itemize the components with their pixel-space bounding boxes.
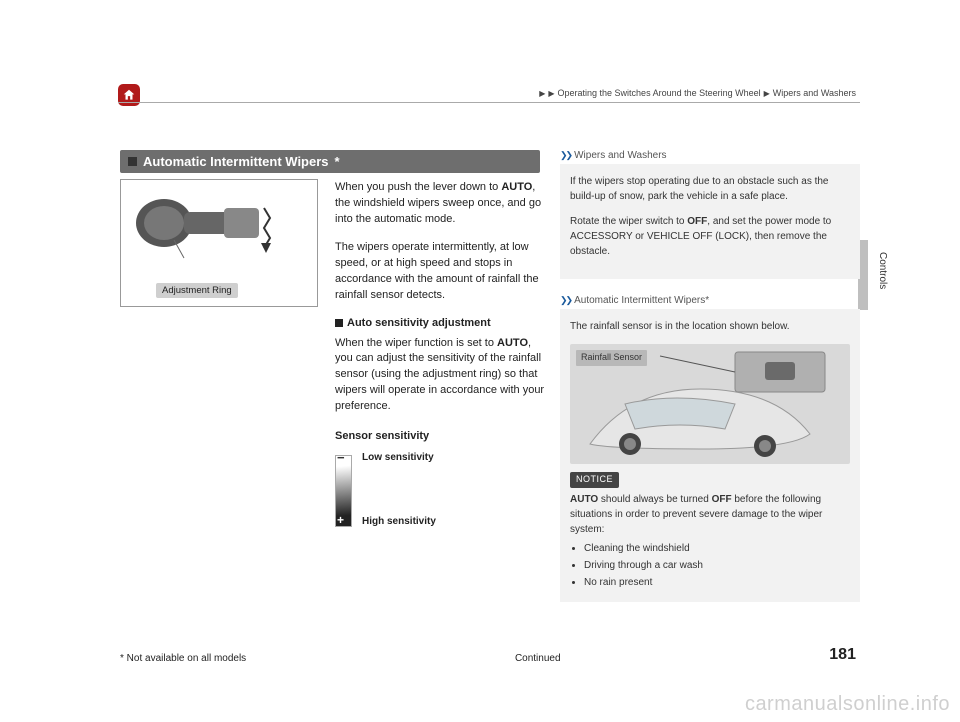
wiper-lever-figure: Adjustment Ring	[120, 179, 318, 307]
square-bullet-icon	[128, 157, 137, 166]
sidenote-heading-1: ❯❯ Wipers and Washers	[560, 150, 860, 161]
page-number: 181	[829, 646, 856, 664]
list-item: No rain present	[584, 575, 850, 590]
chevron-right-icon: ▶	[539, 89, 545, 98]
continued-label: Continued	[515, 653, 561, 664]
plus-icon: +	[337, 512, 344, 529]
sidenote-1-p2: Rotate the wiper switch to OFF, and set …	[570, 214, 850, 259]
notice-badge: NOTICE	[570, 472, 619, 488]
chevron-right-icon: ▶	[548, 89, 554, 98]
sidenote-2-p1: The rainfall sensor is in the location s…	[570, 319, 850, 334]
rainfall-sensor-figure: Rainfall Sensor	[570, 344, 850, 464]
sidenote-box-2: The rainfall sensor is in the location s…	[560, 309, 860, 602]
list-item: Driving through a car wash	[584, 558, 850, 573]
high-sensitivity-label: High sensitivity	[362, 515, 436, 530]
low-sensitivity-label: Low sensitivity	[362, 451, 436, 466]
section-title: Automatic Intermittent Wipers	[143, 154, 329, 169]
subheading-auto-sensitivity: Auto sensitivity adjustment	[335, 316, 545, 332]
body-paragraph-1: When you push the lever down to AUTO, th…	[335, 180, 545, 228]
list-item: Cleaning the windshield	[584, 541, 850, 556]
breadcrumb: ▶ ▶ Operating the Switches Around the St…	[539, 88, 856, 98]
watermark: carmanualsonline.info	[745, 693, 950, 716]
adjustment-ring-label: Adjustment Ring	[156, 283, 238, 298]
header-rule	[118, 102, 860, 103]
notice-bullet-list: Cleaning the windshield Driving through …	[570, 541, 850, 590]
double-chevron-icon: ❯❯	[560, 150, 571, 161]
sensor-sensitivity-title: Sensor sensitivity	[335, 429, 545, 445]
breadcrumb-level-1: Operating the Switches Around the Steeri…	[558, 88, 761, 98]
sidenote-box-1: If the wipers stop operating due to an o…	[560, 164, 860, 279]
sidenote-heading-2: ❯❯ Automatic Intermittent Wipers*	[560, 295, 860, 306]
chevron-right-icon: ▶	[764, 89, 770, 98]
breadcrumb-level-2: Wipers and Washers	[773, 88, 856, 98]
minus-icon: −	[337, 449, 345, 468]
footnote: * Not available on all models	[120, 653, 246, 664]
section-tab-label: Controls	[877, 252, 888, 289]
body-paragraph-3: When the wiper function is set to AUTO, …	[335, 336, 545, 416]
body-paragraph-2: The wipers operate intermittently, at lo…	[335, 240, 545, 304]
double-chevron-icon: ❯❯	[560, 295, 571, 306]
section-heading: Automatic Intermittent Wipers *	[120, 150, 540, 173]
square-bullet-icon	[335, 319, 343, 327]
asterisk: *	[335, 154, 340, 169]
sidenote-1-p1: If the wipers stop operating due to an o…	[570, 174, 850, 204]
rainfall-sensor-label: Rainfall Sensor	[576, 350, 647, 366]
sidenote-2-notice-text: AUTO should always be turned OFF before …	[570, 492, 850, 537]
